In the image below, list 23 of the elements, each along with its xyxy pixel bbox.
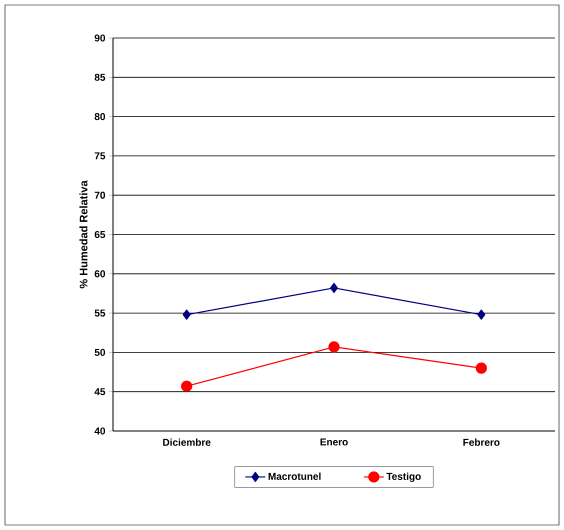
y-axis-title: % Humedad Relativa [79,180,88,288]
x-tick-label: Diciembre [163,438,211,446]
x-tick-label: Febrero [463,438,500,446]
y-tick-label: 90 [94,34,106,42]
point [181,380,192,392]
y-tick-label: 40 [94,427,106,435]
y-tick-label: 80 [94,113,106,120]
y-tick-label: 65 [94,230,106,238]
legend-label: Testigo [386,472,421,482]
point [477,310,486,320]
point [476,362,487,374]
y-tick-label: 50 [94,348,106,356]
y-tick-label: 85 [94,74,106,81]
y-tick-label: 45 [94,388,106,396]
y-tick-label: 60 [94,270,106,278]
point [182,310,191,320]
y-tick-label: 55 [94,310,106,317]
x-tick-label: Enero [320,438,348,446]
point [330,282,338,294]
y-tick-label: 75 [94,152,106,160]
legend-label: Macrotunel [268,472,321,480]
point [328,341,340,352]
y-tick-label: 70 [94,192,106,199]
